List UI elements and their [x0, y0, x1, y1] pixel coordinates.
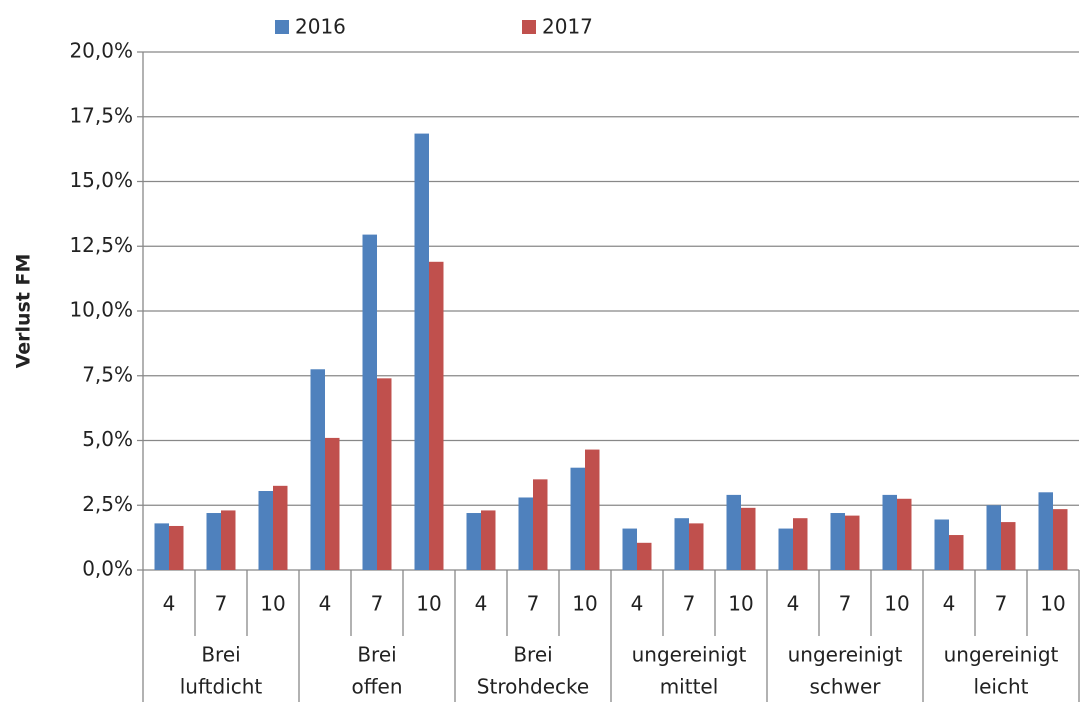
bar	[429, 261, 444, 570]
bar	[741, 507, 756, 570]
bar	[310, 369, 325, 570]
bar	[206, 513, 221, 570]
bar	[830, 513, 845, 570]
bar	[169, 525, 184, 570]
legend-swatch	[522, 20, 536, 34]
group-label: Brei	[513, 643, 552, 667]
group-label: schwer	[810, 675, 882, 699]
bar	[897, 498, 912, 570]
bar	[154, 523, 169, 570]
x-tick-label: 10	[1040, 592, 1065, 616]
bar	[518, 497, 533, 570]
group-label: Strohdecke	[477, 675, 589, 699]
bar	[273, 485, 288, 570]
bar	[949, 535, 964, 570]
bar	[778, 528, 793, 570]
bar	[362, 234, 377, 570]
x-tick-label: 4	[787, 592, 800, 616]
bar	[845, 515, 860, 570]
group-label: Brei	[201, 643, 240, 667]
x-tick-label: 7	[683, 592, 696, 616]
bar	[934, 519, 949, 570]
y-tick-label: 2,5%	[82, 492, 133, 516]
bar	[481, 510, 496, 570]
y-axis-label: Verlust FM	[13, 254, 35, 369]
x-tick-label: 4	[631, 592, 644, 616]
bar	[1038, 492, 1053, 570]
group-label: ungereinigt	[632, 643, 747, 667]
bar	[221, 510, 236, 570]
group-label: Brei	[357, 643, 396, 667]
legend-label: 2017	[542, 15, 593, 39]
x-tick-label: 7	[839, 592, 852, 616]
bar	[986, 505, 1001, 570]
x-tick-label: 10	[884, 592, 909, 616]
x-tick-label: 4	[163, 592, 176, 616]
bar	[466, 513, 481, 570]
y-tick-label: 12,5%	[69, 233, 133, 257]
x-tick-label: 7	[527, 592, 540, 616]
x-tick-label: 10	[728, 592, 753, 616]
x-tick-label: 7	[215, 592, 228, 616]
group-label: ungereinigt	[788, 643, 903, 667]
x-tick-label: 7	[371, 592, 384, 616]
legend-label: 2016	[295, 15, 346, 39]
group-label: offen	[352, 675, 403, 699]
y-tick-label: 17,5%	[69, 103, 133, 127]
bar	[689, 523, 704, 570]
group-label: leicht	[974, 675, 1029, 699]
bar	[585, 449, 600, 570]
bar	[377, 378, 392, 570]
bar	[414, 133, 429, 570]
group-label: luftdicht	[180, 675, 263, 699]
bar	[1001, 522, 1016, 570]
y-tick-label: 15,0%	[69, 168, 133, 192]
bar	[622, 528, 637, 570]
y-tick-label: 20,0%	[69, 39, 133, 63]
bar	[793, 518, 808, 570]
bar	[325, 437, 340, 570]
x-tick-label: 4	[475, 592, 488, 616]
bar	[533, 479, 548, 570]
x-tick-label: 10	[416, 592, 441, 616]
x-tick-label: 4	[319, 592, 332, 616]
group-label: mittel	[660, 675, 719, 699]
group-label: ungereinigt	[944, 643, 1059, 667]
bar	[674, 518, 689, 570]
x-tick-label: 10	[572, 592, 597, 616]
bar	[570, 467, 585, 570]
y-tick-label: 7,5%	[82, 362, 133, 386]
y-tick-label: 5,0%	[82, 427, 133, 451]
bar	[726, 494, 741, 570]
x-tick-label: 10	[260, 592, 285, 616]
bar	[637, 542, 652, 570]
y-tick-label: 10,0%	[69, 298, 133, 322]
bar	[258, 491, 273, 570]
legend-swatch	[275, 20, 289, 34]
y-tick-label: 0,0%	[82, 557, 133, 581]
x-tick-label: 7	[995, 592, 1008, 616]
bar	[1053, 509, 1068, 570]
x-tick-label: 4	[943, 592, 956, 616]
bar	[882, 494, 897, 570]
